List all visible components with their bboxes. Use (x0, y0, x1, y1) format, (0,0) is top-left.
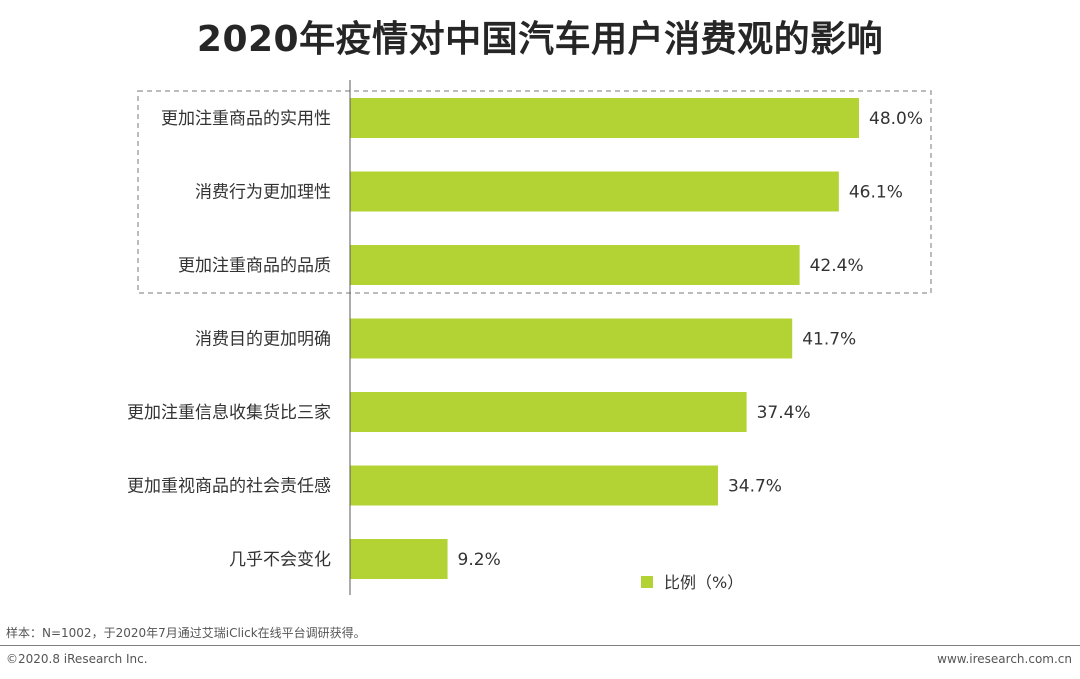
category-label: 更加重视商品的社会责任感 (127, 477, 331, 497)
category-label: 消费目的更加明确 (195, 330, 331, 350)
data-label: 9.2% (458, 550, 501, 570)
bar (350, 318, 793, 359)
bar (350, 171, 839, 212)
legend-swatch (641, 576, 653, 588)
website-text: www.iresearch.com.cn (937, 652, 1072, 666)
copyright-text: ©2020.8 iResearch Inc. (6, 652, 148, 666)
bar (350, 245, 800, 285)
category-label: 几乎不会变化 (229, 550, 331, 570)
category-label: 更加注重商品的品质 (178, 256, 331, 276)
sample-note: 样本：N=1002，于2020年7月通过艾瑞iClick在线平台调研获得。 (6, 626, 366, 640)
bar (350, 392, 747, 432)
category-label: 更加注重信息收集货比三家 (127, 403, 331, 423)
bar (350, 465, 718, 506)
bar (350, 98, 859, 138)
category-label: 更加注重商品的实用性 (161, 109, 331, 129)
data-label: 37.4% (757, 403, 811, 423)
legend-label: 比例（%） (664, 573, 743, 592)
bar (350, 539, 448, 579)
data-label: 46.1% (849, 183, 903, 203)
data-label: 48.0% (869, 109, 923, 129)
data-label: 41.7% (802, 330, 856, 350)
data-label: 42.4% (810, 256, 864, 276)
data-label: 34.7% (728, 477, 782, 497)
category-label: 消费行为更加理性 (195, 183, 331, 203)
chart-title: 2020年疫情对中国汽车用户消费观的影响 (196, 19, 884, 60)
footer-divider (0, 645, 1080, 646)
highlight-box (137, 90, 932, 294)
